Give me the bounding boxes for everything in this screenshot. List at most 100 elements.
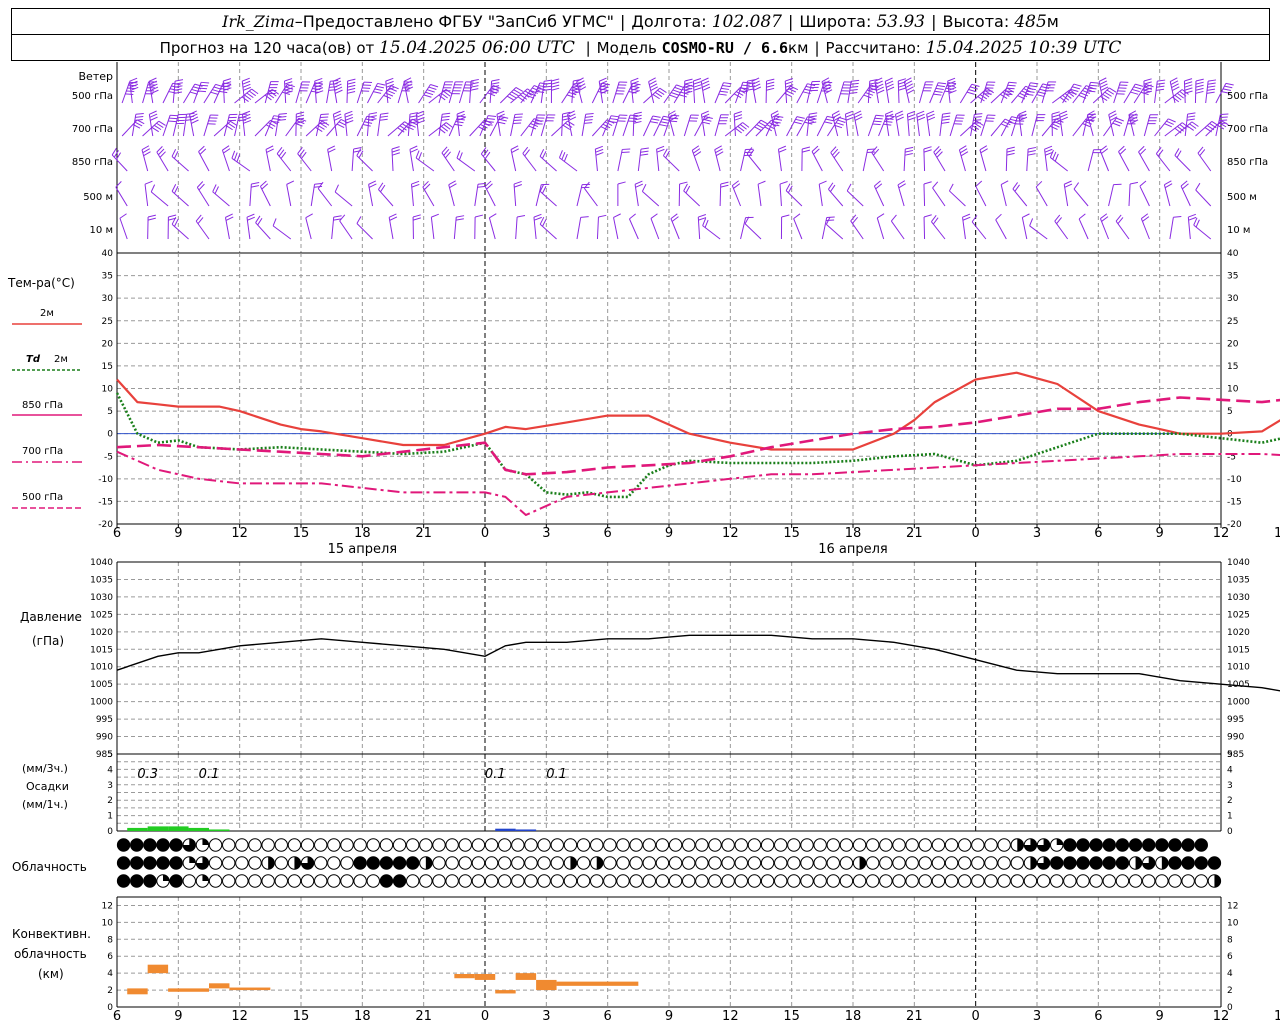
wind-barb-staff <box>1041 118 1057 137</box>
cloud-symbol <box>511 838 525 852</box>
wind-barb-staff <box>958 149 966 172</box>
wind-barb-feather <box>641 183 647 192</box>
cloud-symbol-outline <box>274 856 288 870</box>
cloud-symbol-outline <box>261 874 275 888</box>
wind-barb-feather <box>850 82 859 85</box>
cloud-symbol-outline <box>787 838 801 852</box>
cloud-symbol <box>852 874 867 888</box>
wind-barb-feather <box>832 148 839 156</box>
wind-barb-staff <box>196 187 210 207</box>
wind-barb-staff <box>1169 81 1176 104</box>
cloud-symbol-outline <box>353 874 367 888</box>
cloud-symbol <box>774 874 788 888</box>
wind-barb <box>786 116 805 137</box>
cloud-symbol <box>668 838 683 852</box>
wind-barb <box>366 112 378 137</box>
cloud-symbol <box>695 856 709 870</box>
wind-barb <box>1049 149 1068 172</box>
conv-xtick-label: 3 <box>1033 1009 1041 1024</box>
wind-barb-feather <box>693 87 702 91</box>
wind-barb-feather <box>482 149 489 157</box>
wind-barb <box>691 145 702 172</box>
cloud-symbol-outline <box>261 838 275 852</box>
wind-barb-feather <box>932 181 939 189</box>
wind-barb <box>356 81 373 104</box>
cloud-symbol-outline <box>511 874 525 888</box>
wind-barb-feather <box>808 115 817 118</box>
cloud-symbol-outline <box>616 838 630 852</box>
cloud-symbol <box>747 838 762 852</box>
wind-barb-feather <box>947 77 956 82</box>
cloud-symbol-outline <box>1194 874 1208 888</box>
cloud-symbol <box>379 838 394 852</box>
cloud-symbol-outline <box>550 838 564 852</box>
wind-barb-feather <box>1156 82 1165 85</box>
wind-barb-staff <box>1099 150 1110 172</box>
press-ytick-left: 1030 <box>90 593 113 603</box>
wind-barb-feather <box>1184 81 1193 85</box>
wind-barb <box>131 112 144 137</box>
conv-ytick-right: 0 <box>1227 1003 1233 1013</box>
cloud-symbol-fill <box>859 856 866 870</box>
wind-barb-feather <box>650 86 659 92</box>
cloud-symbol <box>721 856 735 870</box>
wind-barb-staff <box>438 114 443 137</box>
wind-barb-feather <box>520 94 528 100</box>
cloud-symbol-outline <box>774 856 788 870</box>
wind-barb <box>539 149 557 172</box>
wind-barb <box>1184 112 1196 137</box>
wind-barb-feather <box>490 91 499 94</box>
wind-barb-feather <box>1191 121 1199 127</box>
wind-barb-feather <box>1144 90 1152 94</box>
wind-barb-feather <box>368 118 377 121</box>
wind-barb-feather <box>650 121 659 124</box>
wind-barb-feather <box>702 83 710 88</box>
wind-barb-staff <box>939 82 949 104</box>
cloud-symbol <box>445 838 459 852</box>
cloud-symbol-fill <box>1063 856 1077 870</box>
wind-barb-feather <box>631 90 640 94</box>
wind-barb-feather <box>168 120 177 123</box>
wind-barb <box>535 183 550 207</box>
wind-barb-staff <box>576 184 583 207</box>
cloud-symbol-outline <box>432 838 446 852</box>
wind-barb-feather <box>819 180 827 185</box>
wind-barb-feather <box>1044 145 1053 150</box>
wind-barb <box>1087 110 1097 137</box>
temp-ytick-right: -10 <box>1227 475 1242 485</box>
wind-barb <box>332 77 343 104</box>
wind-barb <box>510 113 523 137</box>
cloud-symbol <box>905 838 919 852</box>
header-station-bar: Irk_Zima – Предоставлено ФГБУ "ЗапСиб УГ… <box>11 8 1270 35</box>
wind-barb <box>255 215 271 240</box>
cloud-symbol-outline <box>590 874 604 888</box>
cloud-symbol-fill <box>596 856 603 870</box>
wind-barb <box>990 118 1013 137</box>
wind-barb-feather <box>785 84 794 88</box>
wind-barb-feather <box>115 181 122 188</box>
wind-barb-staff <box>387 121 405 137</box>
wind-barb <box>947 77 957 104</box>
wind-barb-feather <box>975 180 983 187</box>
wind-barb-staff <box>388 217 394 240</box>
precip-ytick-right: 1 <box>1227 812 1233 822</box>
cloud-symbol-outline <box>852 838 867 852</box>
wind-barb-feather <box>251 88 259 95</box>
wind-barb-feather <box>1180 180 1188 187</box>
precip-ytick-right: 2 <box>1227 796 1233 806</box>
wind-barb <box>1187 213 1197 240</box>
cloud-symbol-outline <box>471 874 486 888</box>
wind-barb-feather <box>380 112 389 115</box>
wind-barb-staff <box>1010 114 1019 137</box>
wind-barb-staff <box>853 114 859 137</box>
wind-barb-feather <box>428 86 437 90</box>
wind-barb-feather <box>246 92 254 99</box>
wind-barb-staff <box>667 114 675 137</box>
conv-xtick-label: 3 <box>542 1009 550 1024</box>
press-ytick-left: 990 <box>96 733 113 743</box>
wind-barb <box>878 115 895 137</box>
wind-barb-staff <box>949 190 966 207</box>
wind-barb-feather <box>474 214 484 218</box>
wind-barb-feather <box>1000 180 1009 186</box>
